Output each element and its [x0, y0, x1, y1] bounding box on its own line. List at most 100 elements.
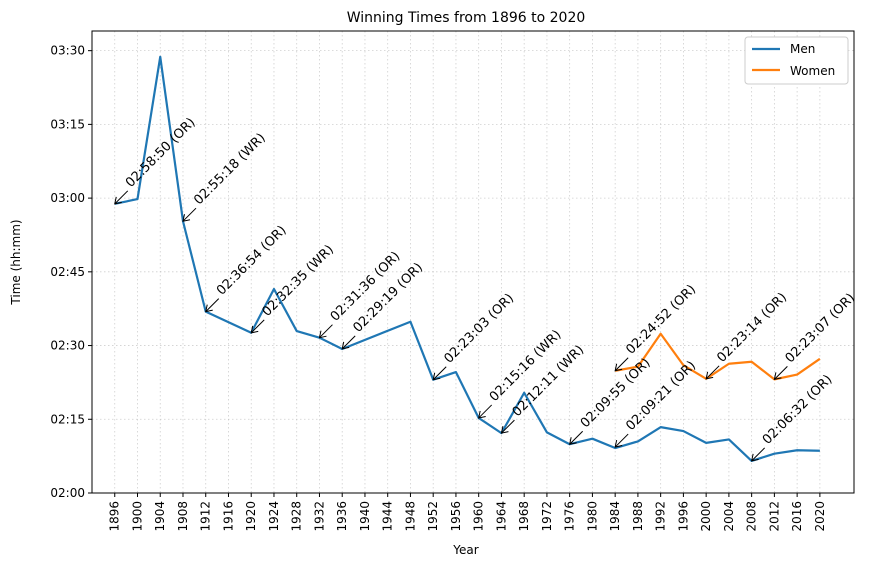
annotation-arrowhead — [205, 304, 213, 313]
x-tick-label: 1924 — [267, 501, 281, 532]
annotation: 02:58:50 (OR) — [114, 115, 199, 205]
series-layer — [114, 55, 821, 463]
x-axis-title: Year — [452, 543, 478, 557]
series-line-women — [614, 332, 821, 381]
x-tick-label: 1900 — [130, 501, 144, 532]
x-tick-label: 1904 — [153, 501, 167, 532]
annotation-arrow — [569, 430, 584, 445]
annotation-arrowhead — [250, 325, 259, 334]
annotation: 02:24:52 (OR) — [614, 282, 699, 372]
annotation-label: 02:12:11 (WR) — [510, 342, 587, 419]
x-tick-label: 1940 — [358, 501, 372, 532]
y-tick-label: 02:00 — [50, 486, 85, 500]
x-tick-label: 1980 — [585, 501, 599, 532]
y-tick-label: 02:30 — [50, 339, 85, 353]
x-tick-label: 1948 — [403, 501, 417, 532]
x-tick-label: 1972 — [540, 501, 554, 532]
x-tick-label: 1920 — [244, 501, 258, 532]
x-tick-label: 2020 — [813, 501, 827, 532]
x-tick-label: 1976 — [563, 501, 577, 532]
x-axis: 1896 1900 1904 1908 1912 1916 1920 1924 1928 1932… — [108, 493, 827, 532]
annotation-arrowhead — [569, 437, 577, 445]
x-tick-label: 2000 — [699, 501, 713, 532]
x-tick-label: 1960 — [472, 501, 486, 532]
annotation-arrow — [114, 190, 129, 205]
annotation-arrow — [182, 207, 197, 222]
annotation-arrowhead — [318, 330, 327, 339]
legend: Men Women — [744, 36, 849, 85]
grid — [92, 31, 854, 494]
legend-label-men: Men — [790, 42, 815, 56]
annotation-arrow — [432, 366, 447, 381]
x-tick-label: 1968 — [517, 501, 531, 532]
y-tick-label: 02:15 — [50, 412, 85, 426]
x-tick-label: 2016 — [790, 501, 804, 532]
annotation-arrowhead — [478, 410, 486, 419]
y-axis: 02:00 02:15 02:30 02:45 03:00 03:15 03:30 — [50, 44, 92, 500]
x-tick-label: 1984 — [608, 501, 622, 532]
annotation: 02:09:55 (OR) — [569, 355, 654, 445]
legend-label-women: Women — [790, 64, 835, 78]
annotation: 02:23:07 (OR) — [773, 291, 859, 381]
annotation-arrow — [478, 404, 493, 419]
x-tick-label: 1952 — [426, 501, 440, 532]
x-tick-label: 1996 — [676, 501, 690, 532]
x-tick-label: 1992 — [654, 501, 668, 532]
annotation-arrowhead — [705, 371, 714, 380]
y-tick-label: 03:00 — [50, 191, 85, 205]
x-tick-label: 1896 — [108, 501, 122, 532]
annotation-label: 02:58:50 (OR) — [123, 115, 199, 191]
annotation-arrowhead — [432, 372, 441, 381]
series-line-men — [114, 55, 820, 463]
annotation-label: 02:23:07 (OR) — [783, 291, 859, 367]
y-tick-label: 02:45 — [50, 265, 85, 279]
annotation-arrow — [705, 365, 720, 380]
y-tick-label: 03:15 — [50, 117, 85, 131]
x-tick-label: 1916 — [221, 501, 235, 532]
annotation-arrow — [341, 335, 356, 350]
x-tick-label: 1908 — [176, 501, 190, 532]
chart-title: Winning Times from 1896 to 2020 — [347, 10, 586, 26]
annotation-arrow — [250, 319, 265, 334]
x-tick-label: 1912 — [199, 501, 213, 532]
annotation-label: 02:23:14 (OR) — [714, 290, 790, 366]
x-tick-label: 1988 — [631, 501, 645, 532]
annotation-arrow — [501, 419, 515, 434]
x-tick-label: 1956 — [449, 501, 463, 532]
y-tick-label: 03:30 — [50, 44, 85, 58]
annotation-arrowhead — [773, 372, 782, 381]
x-tick-label: 2008 — [745, 501, 759, 532]
annotation-arrowhead — [182, 214, 191, 222]
x-tick-label: 1936 — [335, 501, 349, 532]
annotation-arrow — [205, 298, 220, 312]
x-tick-label: 1964 — [494, 501, 508, 532]
annotation-arrowhead — [341, 341, 350, 350]
x-tick-label: 2004 — [722, 501, 736, 532]
annotation-arrow — [751, 447, 765, 462]
annotation-arrowhead — [114, 196, 122, 205]
annotation-label: 02:06:32 (OR) — [760, 372, 836, 448]
annotation-label: 02:36:54 (OR) — [214, 223, 290, 299]
annotation-label: 02:24:52 (OR) — [623, 282, 699, 358]
annotation-label: 02:55:18 (WR) — [191, 131, 268, 208]
annotation: 02:23:14 (OR) — [705, 290, 790, 380]
annotation: 02:55:18 (WR) — [182, 131, 269, 222]
annotation: 02:23:03 (OR) — [432, 291, 517, 381]
x-tick-label: 1928 — [290, 501, 304, 532]
annotation: 02:06:32 (OR) — [750, 372, 836, 462]
annotation-arrow — [319, 324, 333, 339]
annotation-arrow — [614, 433, 629, 448]
x-tick-label: 2012 — [767, 501, 781, 532]
annotation-arrow — [774, 366, 788, 380]
annotation-arrowhead — [614, 363, 623, 372]
annotation-arrowhead — [500, 426, 509, 434]
plot-frame — [91, 30, 855, 494]
x-tick-label: 1944 — [381, 501, 395, 532]
x-tick-label: 1932 — [312, 501, 326, 532]
y-axis-title: Time (hh:mm) — [9, 219, 23, 305]
annotation-arrowhead — [750, 453, 759, 462]
annotation-arrowhead — [614, 439, 623, 448]
annotation-label: 02:23:03 (OR) — [441, 291, 517, 367]
